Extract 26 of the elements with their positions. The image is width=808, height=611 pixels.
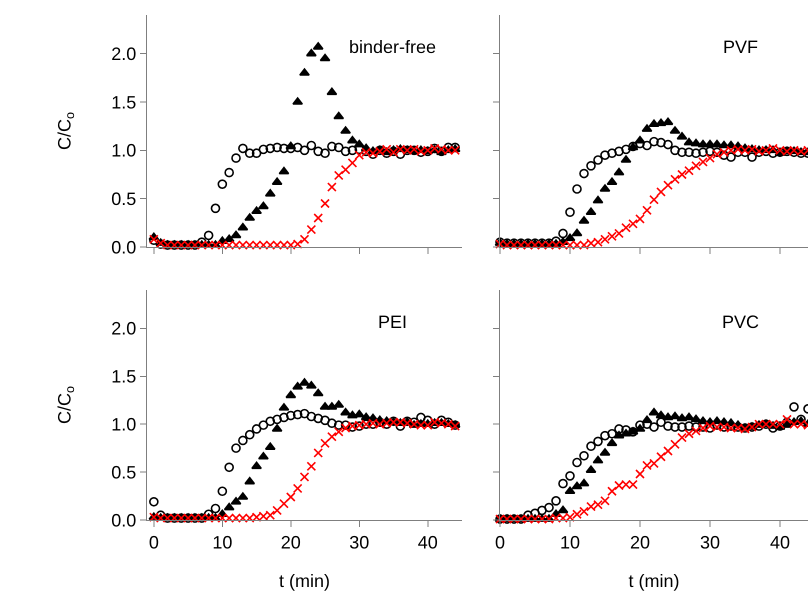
x-tick-label: 30: [700, 532, 720, 553]
text: PEI: [378, 312, 408, 332]
x-tick-label: 20: [630, 532, 650, 553]
text: PVF: [723, 37, 758, 57]
x-tick-label: 10: [560, 532, 580, 553]
x-tick-label: 20: [280, 532, 301, 553]
x-tick-label: 0: [148, 532, 159, 553]
text: binder-free: [349, 37, 436, 57]
y-tick-label: 1.5: [111, 92, 136, 112]
y-tick-label: 1.5: [111, 366, 136, 387]
x-tick-label: 40: [770, 532, 790, 553]
y-tick-label: 0.0: [111, 510, 136, 530]
x-tick-label: 30: [349, 532, 370, 553]
x-axis-title: t (min): [279, 570, 330, 591]
y-tick-label: 1.0: [111, 140, 136, 161]
y-tick-label: 2.0: [111, 44, 136, 64]
text: PVC: [722, 312, 760, 332]
y-tick-label: 2.0: [111, 318, 136, 339]
y-tick-label: 1.0: [111, 414, 136, 434]
x-tick-label: 40: [418, 532, 438, 553]
x-tick-label: 0: [494, 532, 506, 553]
x-tick-label: 10: [212, 532, 232, 553]
x-axis-title: t (min): [628, 570, 680, 591]
y-tick-label: 0.5: [111, 188, 136, 209]
y-tick-label: 0.5: [111, 462, 136, 482]
y-tick-label: 0.0: [111, 237, 136, 258]
